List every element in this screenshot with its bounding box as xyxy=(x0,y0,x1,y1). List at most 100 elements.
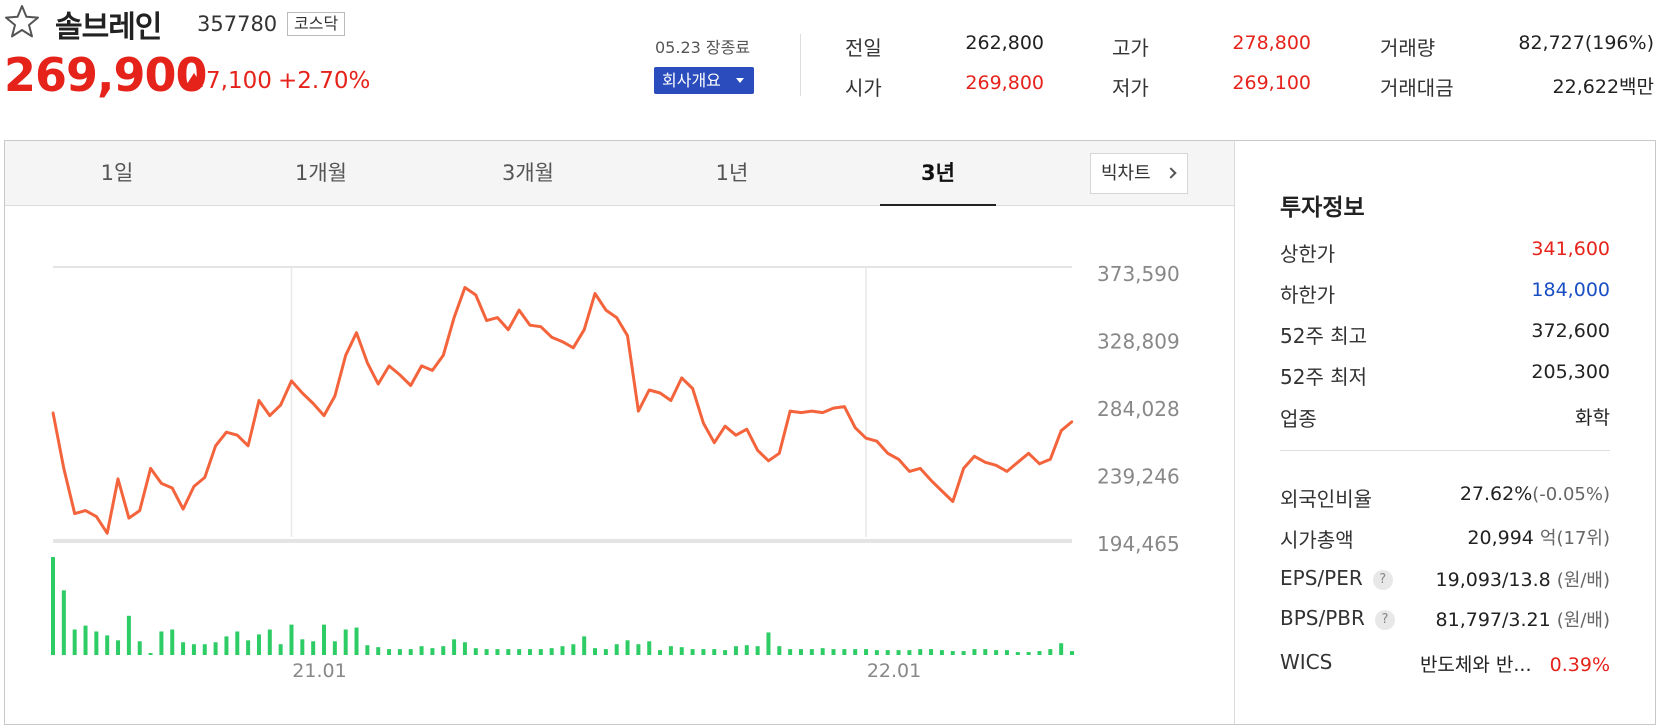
volume-bar xyxy=(798,649,803,655)
volume-bar xyxy=(842,649,847,655)
quote-label: 시가 xyxy=(845,76,882,100)
price-point xyxy=(604,308,608,312)
volume-bar xyxy=(322,624,327,655)
volume-bar xyxy=(647,641,652,655)
quote-value: 269,800 xyxy=(965,72,1044,94)
wics-value: 반도체와 반... 0.39% xyxy=(1420,650,1610,677)
price-point xyxy=(127,516,131,520)
volume-bar xyxy=(495,649,500,655)
price-point xyxy=(344,354,347,357)
volume-bar xyxy=(538,649,543,655)
price-point xyxy=(214,444,217,447)
price-point xyxy=(311,402,315,405)
bps-pbr-number: 81,797/3.21 xyxy=(1435,609,1551,631)
volume-bar xyxy=(473,648,478,655)
market-cap-label: 시가총액 xyxy=(1280,528,1354,552)
volume-bar xyxy=(506,649,511,655)
volume-bar xyxy=(939,650,944,655)
price-point xyxy=(528,323,532,327)
volume-bar xyxy=(397,649,402,655)
price-point xyxy=(474,293,477,297)
price-point xyxy=(788,409,792,413)
help-icon[interactable]: ? xyxy=(1374,610,1395,630)
volume-bar xyxy=(224,636,229,655)
lower-limit-label: 하한가 xyxy=(1280,283,1336,307)
star-icon[interactable] xyxy=(4,4,40,38)
x-axis-tick-label: 22.01 xyxy=(867,660,921,682)
volume-bar xyxy=(755,646,760,655)
volume-bar xyxy=(419,646,424,655)
price-point xyxy=(290,379,293,383)
price-point xyxy=(1005,470,1009,473)
price-point xyxy=(593,292,597,295)
price-point xyxy=(116,477,120,481)
volume-bar xyxy=(679,647,684,655)
tab-1month[interactable]: 1개월 xyxy=(294,161,347,185)
volume-bar xyxy=(191,644,196,655)
volume-bar xyxy=(148,653,153,655)
volume-bar xyxy=(105,635,110,655)
volume-bar xyxy=(603,649,608,655)
price-point xyxy=(192,485,196,488)
price-line xyxy=(51,286,1073,535)
invest-divider xyxy=(1280,450,1610,451)
price-point xyxy=(1038,462,1041,466)
wics-sector[interactable]: 반도체와 반... xyxy=(1419,654,1532,676)
volume-bar xyxy=(582,636,587,655)
price-point xyxy=(745,427,748,431)
volume-bar xyxy=(72,629,77,655)
price-point xyxy=(962,467,965,470)
volume-bar xyxy=(929,649,934,655)
price-point xyxy=(62,467,66,470)
price-point xyxy=(496,316,499,319)
volume-bar xyxy=(549,648,554,655)
price-point xyxy=(908,470,911,473)
eps-per-unit: (원/배) xyxy=(1556,570,1610,591)
quote-label: 저가 xyxy=(1112,76,1149,100)
up-arrow-icon xyxy=(185,73,203,87)
volume-bar xyxy=(972,649,977,655)
price-point xyxy=(268,414,272,417)
industry-label: 업종 xyxy=(1280,407,1317,431)
volume-bar xyxy=(202,644,207,655)
tab-1day[interactable]: 1일 xyxy=(100,161,134,185)
price-point xyxy=(398,373,402,377)
price-point xyxy=(658,391,662,395)
quote-label: 전일 xyxy=(845,36,882,60)
volume-bar xyxy=(560,646,565,655)
volume-bar xyxy=(332,641,337,655)
volume-bar xyxy=(593,648,598,655)
price-point xyxy=(181,507,185,511)
52week-low-value: 205,300 xyxy=(1531,361,1610,383)
tab-3month[interactable]: 3개월 xyxy=(501,161,554,185)
volume-bar xyxy=(159,631,164,655)
tab-1year[interactable]: 1년 xyxy=(715,161,749,185)
52week-high-label: 52주 최고 xyxy=(1280,324,1368,348)
volume-bar xyxy=(51,557,55,655)
stock-name: 솔브레인 xyxy=(55,10,162,45)
stock-chart[interactable]: 21.01 22.01 373,590 328,809 284,028 239,246 19… xyxy=(0,0,1234,728)
price-point xyxy=(84,509,87,512)
bigchart-button[interactable]: 빅차트 xyxy=(1090,153,1188,194)
upper-limit-value: 341,600 xyxy=(1531,238,1610,260)
price-point xyxy=(832,406,835,410)
volume-bar xyxy=(452,639,457,655)
price-point xyxy=(886,452,889,455)
price-point xyxy=(333,394,337,398)
tab-3year[interactable]: 3년 xyxy=(921,161,955,185)
price-point xyxy=(1070,420,1074,423)
volume-bar xyxy=(777,646,782,655)
price-point xyxy=(615,316,618,319)
price-point xyxy=(572,346,575,349)
market-cap-rank: (17위) xyxy=(1556,528,1610,549)
volume-bar xyxy=(1059,643,1064,655)
price-point xyxy=(377,382,380,386)
volume-bar xyxy=(517,649,522,655)
price-point xyxy=(853,426,857,429)
volume-bar xyxy=(126,615,131,655)
price-point xyxy=(929,479,933,482)
price-point xyxy=(485,319,488,322)
company-overview-button[interactable]: 회사개요 xyxy=(654,67,754,94)
price-point xyxy=(713,441,716,444)
help-icon[interactable]: ? xyxy=(1372,570,1393,590)
